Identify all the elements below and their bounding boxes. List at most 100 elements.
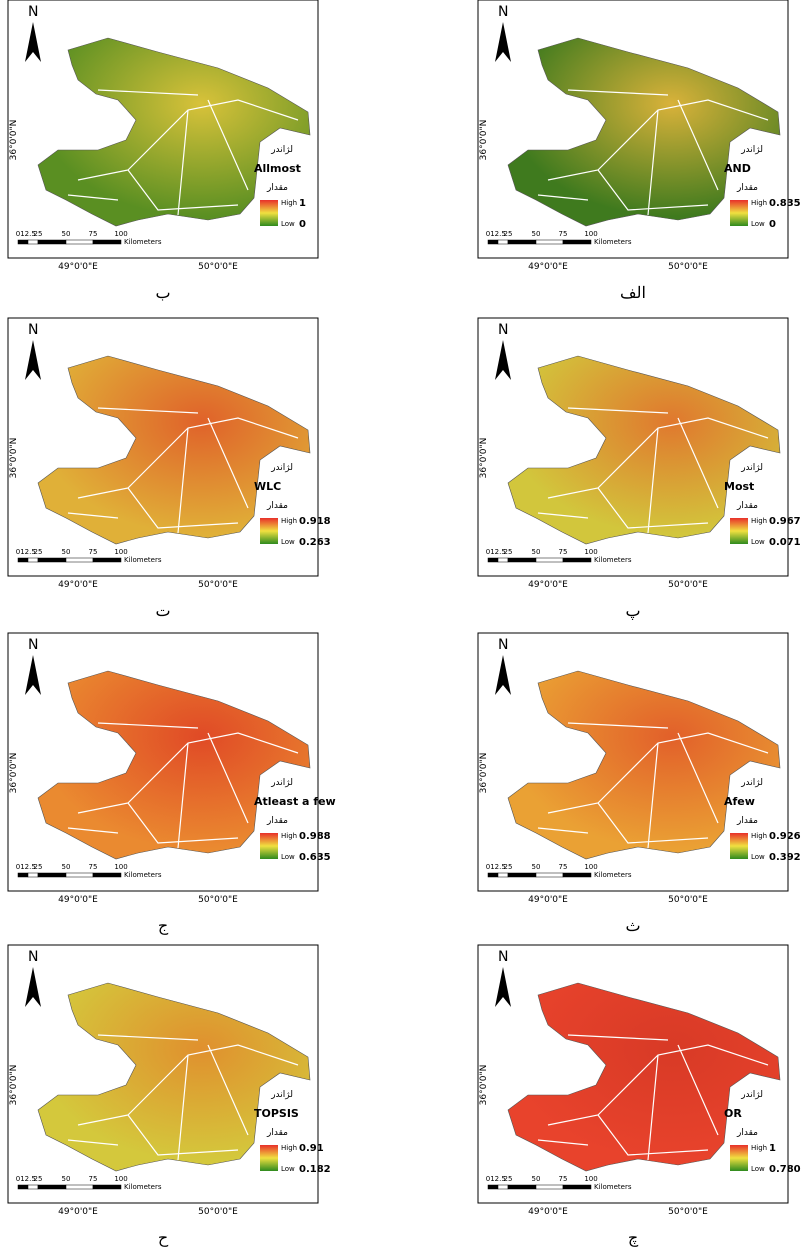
lon-label: 50°0'0"E [668,895,708,905]
lat-label: 36°0'0"N [9,438,19,479]
low-label: Low [751,538,765,546]
lon-label: 49°0'0"E [58,1207,98,1217]
lon-label: 49°0'0"E [58,580,98,590]
lon-label: 50°0'0"E [198,895,238,905]
method-name: Afew [724,795,755,808]
high-label: High [751,1144,767,1152]
scale-unit: Kilometers [594,238,632,246]
scale-label: 75 [89,548,98,556]
scale-label: 25 [34,863,43,871]
scale-label: 0 [486,230,490,238]
legend-title: لژاندر [270,463,293,473]
scale-label: 75 [559,1175,568,1183]
scale-segment [562,557,592,563]
scale-segment [562,1184,592,1190]
scale-label: 0 [16,863,20,871]
high-value: 1 [769,1143,776,1154]
scale-unit: Kilometers [594,871,632,879]
scale-unit: Kilometers [124,1183,162,1191]
lon-label: 49°0'0"E [528,580,568,590]
north-label: N [498,637,508,653]
scale-label: 50 [62,863,71,871]
scale-label: 25 [504,230,513,238]
lon-label: 49°0'0"E [58,262,98,272]
scale-segment [92,239,122,245]
province-map [507,670,781,860]
scale-segment [497,239,509,245]
scale-label: 100 [584,230,597,238]
lat-label: 36°0'0"N [9,120,19,161]
roads [67,407,299,534]
high-value: 1 [299,198,306,209]
lat-label: 36°0'0"N [9,753,19,794]
high-value: 0.835 [769,198,801,209]
scale-label: 12.5 [20,230,36,238]
high-value: 0.967 [769,516,801,527]
legend-ramp [730,200,748,226]
scale-label: 100 [114,1175,127,1183]
scale-label: 0 [16,548,20,556]
scale-label: 25 [504,548,513,556]
north-arrow [25,967,41,1007]
north-arrow [25,655,41,695]
scale-label: 75 [89,230,98,238]
legend-ramp [730,518,748,544]
scale-segment [65,239,94,245]
scale-label: 50 [532,548,541,556]
scale-segment [27,239,39,245]
scale-label: 0 [16,230,20,238]
high-label: High [751,199,767,207]
scale-unit: Kilometers [124,556,162,564]
legend-title: لژاندر [740,1090,763,1100]
north-label: N [28,949,38,965]
low-value: 0 [769,219,776,230]
low-label: Low [281,1165,295,1173]
low-label: Low [751,853,765,861]
province-map [507,355,781,545]
panel-caption: ب [155,283,170,302]
province-map [507,982,781,1172]
lon-label: 49°0'0"E [528,895,568,905]
value-label: مقدار [266,1128,288,1138]
scale-segment [17,557,29,563]
scale-label: 100 [114,863,127,871]
value-label: مقدار [266,501,288,511]
lon-label: 50°0'0"E [198,1207,238,1217]
scale-label: 0 [486,863,490,871]
panel-caption: الف [620,283,646,302]
scale-label: 25 [34,230,43,238]
scale-label: 50 [532,1175,541,1183]
province-map [37,670,311,860]
value-label: مقدار [266,816,288,826]
low-label: Low [751,220,765,228]
scale-label: 12.5 [490,863,506,871]
scale-label: 75 [89,1175,98,1183]
north-arrow [495,340,511,380]
value-label: مقدار [736,183,758,193]
north-label: N [498,949,508,965]
method-name: AND [724,162,751,175]
method-name: Most [724,480,754,493]
scale-segment [535,557,564,563]
scale-segment [497,872,509,878]
method-name: Atleast a few [254,795,336,808]
scale-segment [507,872,537,878]
scale-segment [497,1184,509,1190]
legend-title: لژاندر [270,1090,293,1100]
low-value: 0.182 [299,1164,331,1175]
north-arrow [25,22,41,62]
value-label: مقدار [736,1128,758,1138]
scale-label: 25 [34,548,43,556]
scale-segment [37,239,67,245]
panel-caption: ح [158,1228,169,1247]
province-map [37,982,311,1172]
scale-segment [507,557,537,563]
legend-ramp [260,200,278,226]
province-map [37,355,311,545]
method-name: Allmost [254,162,301,175]
scale-segment [92,557,122,563]
scale-segment [27,872,39,878]
scale-segment [92,1184,122,1190]
legend-ramp [730,833,748,859]
north-label: N [28,4,38,20]
